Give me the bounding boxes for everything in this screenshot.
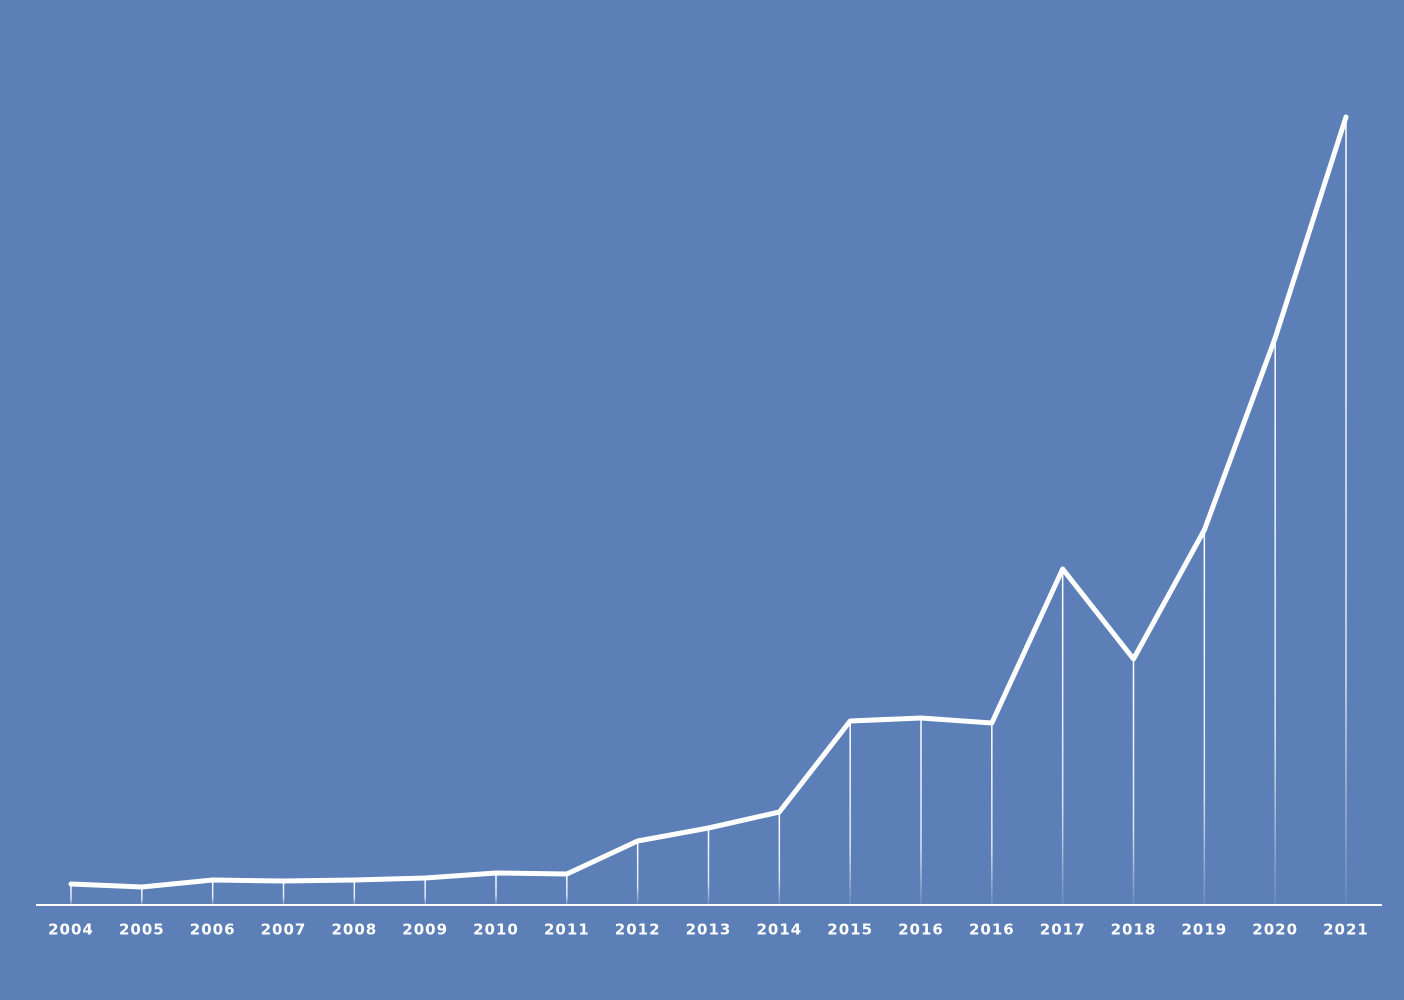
- drop-line: [636, 841, 639, 905]
- drop-line: [70, 884, 72, 905]
- data-line: [68, 114, 1349, 890]
- drop-line: [1132, 659, 1135, 905]
- x-tick-label: 2019: [1181, 921, 1227, 939]
- x-tick-label: 2013: [686, 921, 732, 939]
- x-tick-label: 2021: [1323, 921, 1369, 939]
- x-tick-label: 2005: [119, 921, 165, 939]
- drop-line: [707, 828, 710, 905]
- x-tick-label: 2017: [1040, 921, 1086, 939]
- drop-line: [1061, 569, 1064, 905]
- x-tick-label: 2011: [544, 921, 590, 939]
- drop-line: [849, 721, 851, 905]
- x-tick-label: 2016: [969, 921, 1015, 939]
- drop-line: [920, 718, 922, 905]
- drop-line: [495, 873, 497, 905]
- drop-line: [1274, 338, 1276, 905]
- drop-line: [141, 887, 143, 905]
- x-tick-label: 2014: [756, 921, 802, 939]
- drop-line: [566, 874, 568, 905]
- drop-line: [211, 880, 214, 905]
- x-tick-label: 2016: [898, 921, 944, 939]
- x-tick-label: 2018: [1111, 921, 1157, 939]
- x-tick-label: 2015: [827, 921, 873, 939]
- drop-line: [1345, 117, 1347, 905]
- drop-line: [991, 723, 993, 905]
- x-tick-label: 2012: [615, 921, 661, 939]
- drop-line: [282, 881, 285, 905]
- x-tick-label: 2006: [190, 921, 236, 939]
- x-tick-label: 2007: [261, 921, 307, 939]
- drop-line: [1203, 530, 1206, 905]
- x-tick-label: 2020: [1252, 921, 1298, 939]
- x-tick-label: 2004: [48, 921, 94, 939]
- drop-line: [778, 812, 781, 905]
- x-tick-label: 2008: [331, 921, 377, 939]
- drop-line: [424, 878, 426, 905]
- x-tick-label: 2010: [473, 921, 519, 939]
- drop-line: [353, 880, 356, 905]
- x-tick-label: 2009: [402, 921, 448, 939]
